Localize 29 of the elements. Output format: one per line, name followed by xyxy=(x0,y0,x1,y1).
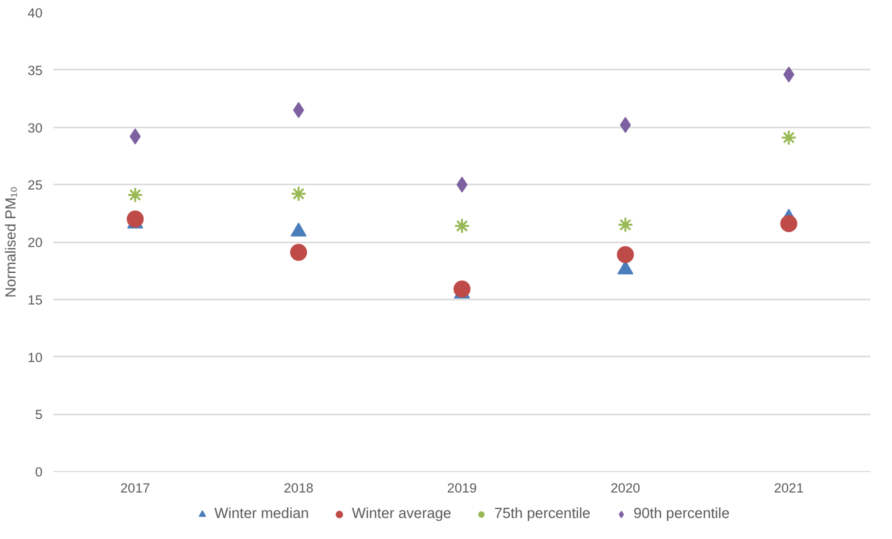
y-tick-label: 30 xyxy=(28,120,43,136)
y-tick-label: 35 xyxy=(28,62,43,78)
x-tick-label: 2018 xyxy=(284,480,314,496)
y-tick-label: 0 xyxy=(35,464,43,480)
point xyxy=(127,186,144,203)
y-tick-label: 25 xyxy=(28,178,43,193)
y-tick-label: 5 xyxy=(35,407,43,422)
x-tick-label: 2019 xyxy=(447,480,477,496)
point xyxy=(126,210,144,228)
point xyxy=(290,186,307,202)
point xyxy=(616,246,634,264)
point xyxy=(454,280,470,298)
point xyxy=(780,130,797,146)
legend-label: 75th percentile xyxy=(494,506,590,522)
legend-label: Winter median xyxy=(214,506,309,522)
x-tick-label: 2017 xyxy=(120,480,150,496)
y-tick-label: 40 xyxy=(28,6,43,20)
x-tick-label: 2020 xyxy=(610,480,640,496)
point xyxy=(780,215,798,232)
legend-label: 90th percentile xyxy=(633,506,730,522)
y-tick-label: 20 xyxy=(28,235,43,250)
y-tick-label: 10 xyxy=(28,350,43,365)
x-tick-label: 2021 xyxy=(774,480,804,496)
y-tick-label: 15 xyxy=(28,292,43,308)
point xyxy=(617,216,634,233)
point xyxy=(454,218,470,234)
y-axis-title: Normalised PM₁₀ xyxy=(4,186,20,298)
point xyxy=(290,244,308,261)
legend-label: Winter average xyxy=(352,506,452,522)
